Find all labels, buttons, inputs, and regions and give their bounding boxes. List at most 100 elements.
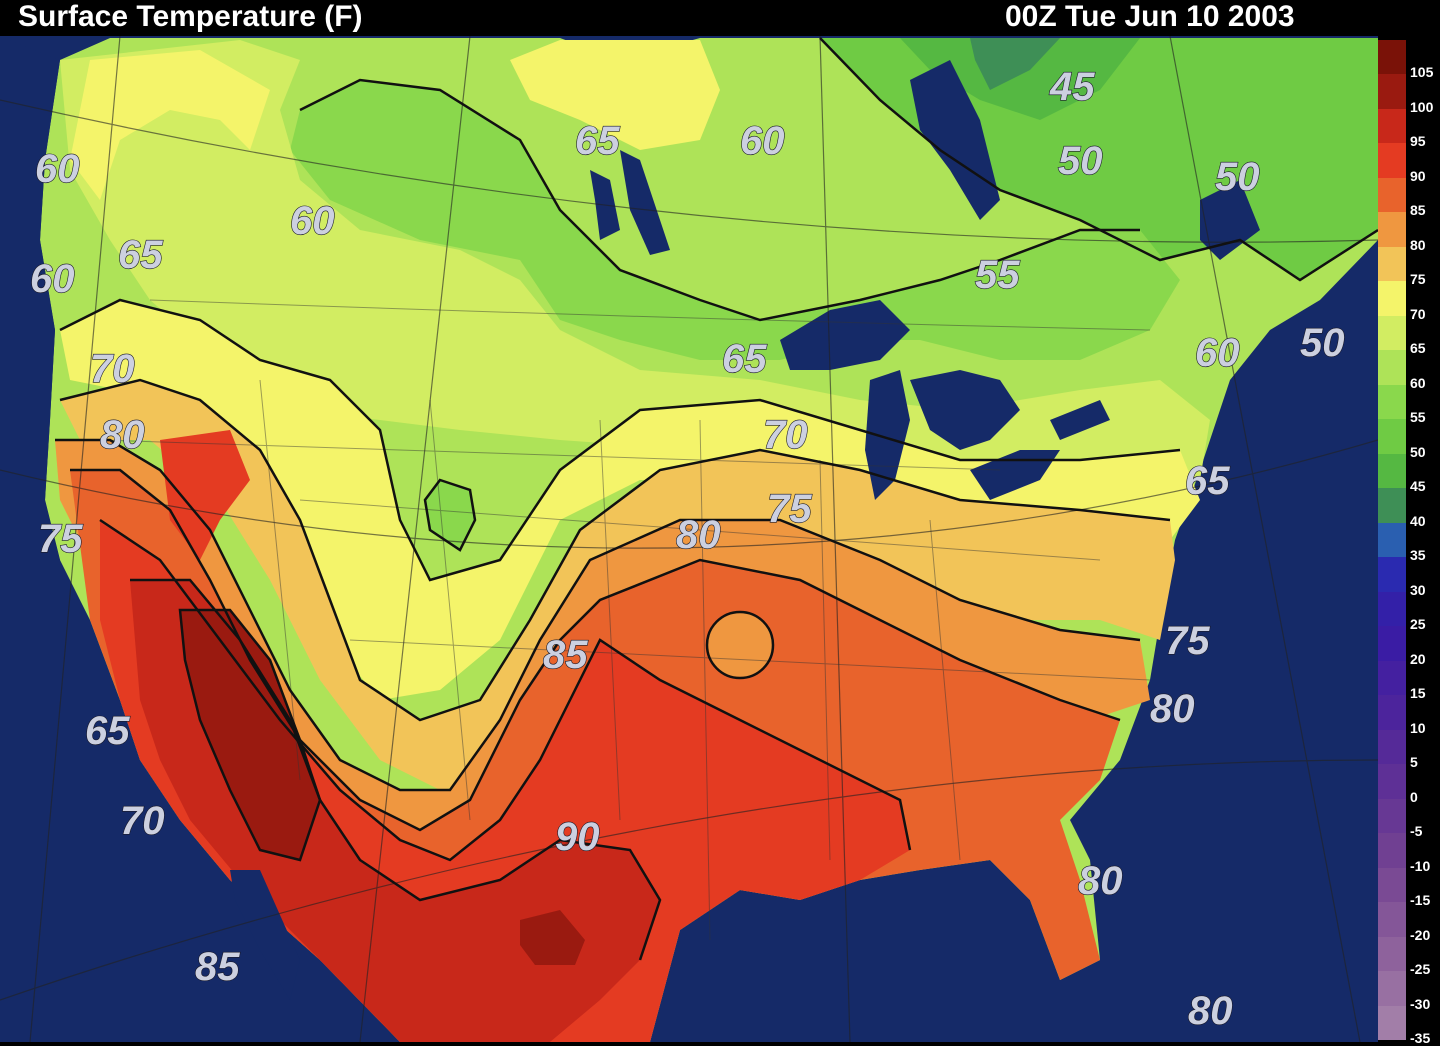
band-65 xyxy=(60,300,1200,700)
band-95 xyxy=(180,610,320,860)
legend-swatch xyxy=(1378,143,1406,179)
legend-label: 100 xyxy=(1410,98,1434,115)
contour-label: 75 xyxy=(38,517,83,561)
legend-label: -30 xyxy=(1410,995,1431,1012)
contour-label: 85 xyxy=(543,633,588,677)
contour-label: 60 xyxy=(30,257,75,301)
contour-label: 50 xyxy=(1058,139,1103,183)
contour-label: 60 xyxy=(740,119,785,163)
legend-label: 80 xyxy=(1410,236,1426,253)
legend-label: 0 xyxy=(1410,788,1418,805)
band-95-texas xyxy=(520,910,585,965)
legend-label: 85 xyxy=(1410,202,1426,219)
legend-label: 40 xyxy=(1410,512,1426,529)
legend-label: 10 xyxy=(1410,719,1426,736)
contour-label: 65 xyxy=(722,337,767,381)
legend-swatch xyxy=(1378,246,1406,282)
legend-swatch xyxy=(1378,522,1406,558)
legend-label: 30 xyxy=(1410,581,1426,598)
legend-label: 5 xyxy=(1410,754,1418,771)
graticule xyxy=(0,36,1378,1042)
band-60 xyxy=(60,40,1210,480)
contour-label: 50 xyxy=(1300,321,1345,365)
contour-label: 85 xyxy=(195,945,240,989)
legend-swatch xyxy=(1378,108,1406,144)
legend-swatch xyxy=(1378,695,1406,731)
legend-swatch xyxy=(1378,453,1406,489)
legend-swatch xyxy=(1378,350,1406,386)
legend-swatch xyxy=(1378,764,1406,800)
legend-label: -25 xyxy=(1410,961,1431,978)
legend-swatch xyxy=(1378,315,1406,351)
legend-swatch xyxy=(1378,488,1406,524)
legend-swatch xyxy=(1378,971,1406,1006)
contour-label: 80 xyxy=(100,413,145,457)
legend-label: 90 xyxy=(1410,167,1426,184)
legend-label: -15 xyxy=(1410,892,1431,909)
legend-swatch xyxy=(1378,557,1406,593)
temperature-map: 60 60 65 70 80 75 65 70 85 60 65 60 45 5… xyxy=(0,36,1378,1042)
legend-swatch xyxy=(1378,40,1406,75)
legend-label: 65 xyxy=(1410,340,1426,357)
legend-swatch xyxy=(1378,833,1406,869)
contour-label: 90 xyxy=(555,815,600,859)
band-60-yellow-north xyxy=(70,50,270,200)
contour-label: 70 xyxy=(763,413,808,457)
legend-swatch xyxy=(1378,729,1406,765)
legend-swatch xyxy=(1378,902,1406,938)
band-45 xyxy=(900,38,1140,120)
legend-label: -5 xyxy=(1410,823,1423,840)
legend-swatch xyxy=(1378,798,1406,834)
contour-label: 70 xyxy=(120,799,165,843)
contour-label: 65 xyxy=(118,233,163,277)
legend-label: 15 xyxy=(1410,685,1426,702)
legend-swatch xyxy=(1378,177,1406,213)
valid-time: 00Z Tue Jun 10 2003 xyxy=(1005,0,1295,33)
band-55-north xyxy=(290,80,1180,360)
legend-label: 60 xyxy=(1410,374,1426,391)
contour-label: 80 xyxy=(676,513,721,557)
legend-label: 35 xyxy=(1410,547,1426,564)
legend-swatch xyxy=(1378,384,1406,420)
band-70 xyxy=(60,380,1175,790)
contour-label: 60 xyxy=(1195,331,1240,375)
contour-label: 55 xyxy=(975,253,1020,297)
legend-label: 25 xyxy=(1410,616,1426,633)
contour-label: 80 xyxy=(1078,859,1123,903)
legend-label: 75 xyxy=(1410,271,1426,288)
legend-label: 55 xyxy=(1410,409,1426,426)
legend-swatch xyxy=(1378,281,1406,317)
legend-swatch xyxy=(1378,74,1406,110)
legend-label: 105 xyxy=(1410,64,1434,81)
legend-label: 70 xyxy=(1410,305,1426,322)
legend-swatch xyxy=(1378,212,1406,248)
contour-label: 80 xyxy=(1150,687,1195,731)
legend-label: 20 xyxy=(1410,650,1426,667)
contour-label: 80 xyxy=(1188,989,1233,1033)
contour-label: 60 xyxy=(35,147,80,191)
legend-swatch xyxy=(1378,936,1406,972)
legend-label: -35 xyxy=(1410,1030,1431,1046)
isotherms xyxy=(55,37,1378,961)
contour-label: 60 xyxy=(290,199,335,243)
band-75-spot-kansas xyxy=(707,612,773,678)
legend-swatch xyxy=(1378,867,1406,903)
band-65-north xyxy=(510,40,720,150)
contour-label: 45 xyxy=(1049,65,1095,109)
band-55-spot-dakota xyxy=(425,480,475,550)
state-borders xyxy=(99,299,1151,941)
band-85-inland xyxy=(160,430,250,560)
contour-label: 65 xyxy=(575,119,620,163)
legend-swatch xyxy=(1378,591,1406,627)
legend-swatch xyxy=(1378,419,1406,455)
contour-label: 50 xyxy=(1215,155,1260,199)
band-40 xyxy=(970,38,1060,90)
color-legend xyxy=(1378,40,1406,1041)
legend-label: 95 xyxy=(1410,133,1426,150)
lakes xyxy=(0,36,1260,1000)
legend-label: 45 xyxy=(1410,478,1426,495)
contour-label: 70 xyxy=(90,347,135,391)
contour-label: 65 xyxy=(85,709,130,753)
legend-swatch xyxy=(1378,626,1406,662)
legend-swatch xyxy=(1378,660,1406,696)
